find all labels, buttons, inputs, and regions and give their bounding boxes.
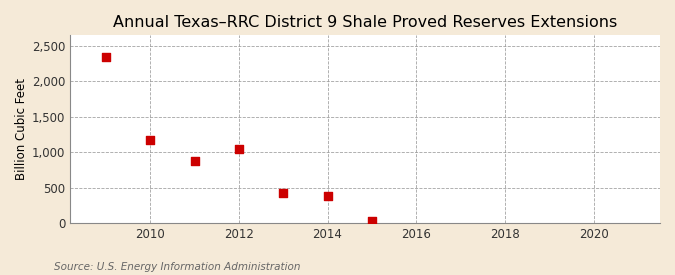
Point	[367, 219, 377, 223]
Title: Annual Texas–RRC District 9 Shale Proved Reserves Extensions: Annual Texas–RRC District 9 Shale Proved…	[113, 15, 618, 30]
Point	[278, 191, 289, 195]
Y-axis label: Billion Cubic Feet: Billion Cubic Feet	[15, 78, 28, 180]
Point	[101, 54, 111, 59]
Point	[322, 194, 333, 199]
Point	[145, 138, 156, 142]
Text: Source: U.S. Energy Information Administration: Source: U.S. Energy Information Administ…	[54, 262, 300, 272]
Point	[189, 159, 200, 163]
Point	[234, 146, 244, 151]
